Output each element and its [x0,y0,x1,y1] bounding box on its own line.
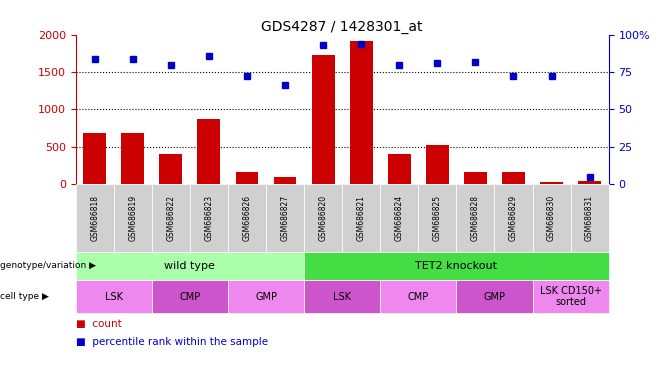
Text: GSM686828: GSM686828 [471,195,480,241]
Text: GSM686825: GSM686825 [433,195,442,241]
Text: ■  count: ■ count [76,319,122,329]
Text: genotype/variation ▶: genotype/variation ▶ [0,262,96,270]
Bar [236,172,259,184]
Text: GSM686830: GSM686830 [547,195,556,241]
Text: GSM686829: GSM686829 [509,195,518,241]
Text: CMP: CMP [408,291,429,302]
Bar [312,55,334,184]
Bar [121,132,144,184]
Bar [464,172,487,184]
Bar [502,172,525,184]
Bar [578,180,601,184]
Bar [540,182,563,184]
Text: GMP: GMP [484,291,505,302]
Text: CMP: CMP [179,291,201,302]
Text: GSM686827: GSM686827 [280,195,290,241]
Text: TET2 knockout: TET2 knockout [415,261,497,271]
Text: LSK: LSK [333,291,351,302]
Bar [426,146,449,184]
Title: GDS4287 / 1428301_at: GDS4287 / 1428301_at [261,20,423,33]
Bar [388,154,411,184]
Text: GSM686826: GSM686826 [243,195,251,241]
Bar [350,41,372,184]
Text: GSM686824: GSM686824 [395,195,404,241]
Text: ■  percentile rank within the sample: ■ percentile rank within the sample [76,337,268,347]
Bar [274,177,297,184]
Text: wild type: wild type [164,261,215,271]
Bar [197,119,220,184]
Text: GSM686820: GSM686820 [318,195,328,241]
Text: GSM686822: GSM686822 [166,195,175,241]
Bar [159,154,182,184]
Text: GSM686823: GSM686823 [205,195,213,241]
Text: GSM686818: GSM686818 [90,195,99,241]
Text: GSM686819: GSM686819 [128,195,138,241]
Text: LSK: LSK [105,291,123,302]
Text: GSM686831: GSM686831 [585,195,594,241]
Text: LSK CD150+
sorted: LSK CD150+ sorted [540,286,601,308]
Text: GMP: GMP [255,291,277,302]
Bar [84,133,106,184]
Text: cell type ▶: cell type ▶ [0,292,49,301]
Text: GSM686821: GSM686821 [357,195,366,241]
